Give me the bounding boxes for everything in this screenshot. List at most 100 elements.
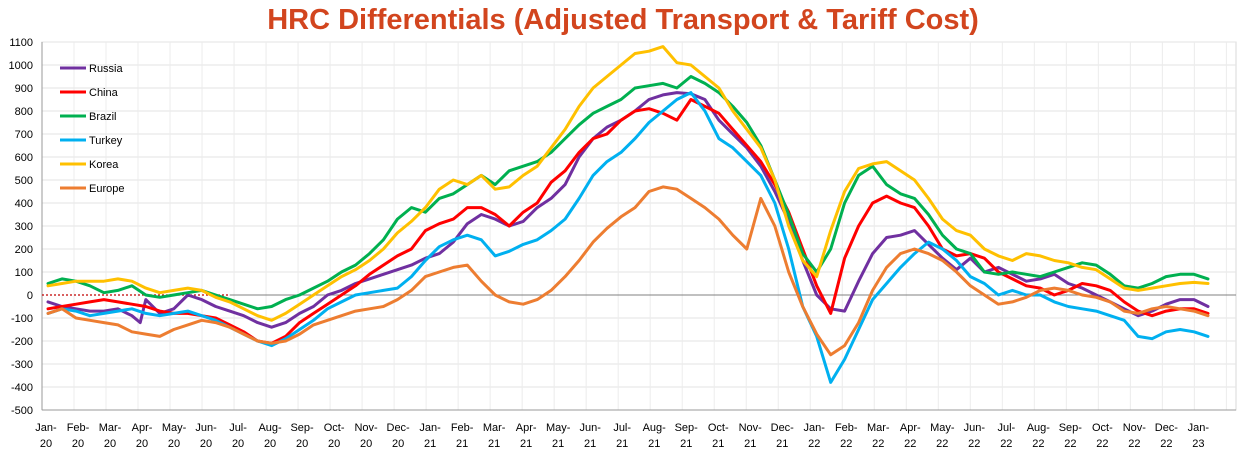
x-tick-label-month: Oct- (708, 422, 729, 434)
x-tick-label-month: Sep- (290, 422, 314, 434)
series-line-korea (46, 45, 1210, 322)
x-tick-label-year: 21 (744, 438, 756, 450)
y-tick-label: 1000 (9, 60, 33, 72)
x-tick-label-year: 20 (136, 438, 148, 450)
x-tick-label-year: 20 (200, 438, 212, 450)
x-tick-label-year: 21 (616, 438, 628, 450)
x-tick-label-year: 22 (1128, 438, 1140, 450)
x-tick-label-month: Jan- (419, 422, 441, 434)
x-tick-label-month: Oct- (324, 422, 345, 434)
x-tick-label-year: 22 (936, 438, 948, 450)
x-tick-label-year: 21 (584, 438, 596, 450)
chart-title: HRC Differentials (Adjusted Transport & … (267, 4, 979, 36)
x-tick-label-year: 22 (1064, 438, 1076, 450)
x-tick-label-month: Dec- (1155, 422, 1179, 434)
y-tick-label: 400 (15, 198, 33, 210)
x-tick-label-month: Dec- (771, 422, 795, 434)
x-tick-label-year: 21 (712, 438, 724, 450)
y-tick-label: 1100 (9, 37, 33, 49)
y-tick-label: 600 (15, 152, 33, 164)
y-tick-label: -100 (11, 313, 33, 325)
x-tick-label-month: Jan- (1188, 422, 1210, 434)
x-tick-label-year: 20 (264, 438, 276, 450)
x-tick-label-month: Feb- (835, 422, 858, 434)
legend-label-korea: Korea (89, 159, 119, 171)
y-tick-label: 500 (15, 175, 33, 187)
x-tick-label-month: Nov- (354, 422, 378, 434)
x-tick-label-month: Jul- (997, 422, 1015, 434)
x-tick-label-month: Apr- (900, 422, 921, 434)
legend: Russia China Brazil Turkey Korea Europe (60, 63, 124, 195)
x-tick-label-month: Mar- (867, 422, 890, 434)
x-tick-label-month: May- (162, 422, 187, 434)
x-tick-label-year: 22 (1032, 438, 1044, 450)
x-tick-label-year: 21 (648, 438, 660, 450)
x-tick-label-year: 20 (392, 438, 404, 450)
x-tick-label-year: 21 (488, 438, 500, 450)
x-tick-label-year: 21 (520, 438, 532, 450)
x-tick-label-month: Jan- (804, 422, 826, 434)
x-tick-label-month: May- (546, 422, 571, 434)
x-tick-label-month: Feb- (451, 422, 474, 434)
x-tick-label-year: 21 (680, 438, 692, 450)
x-tick-label-month: Jun- (964, 422, 986, 434)
x-tick-label-month: Aug- (1027, 422, 1051, 434)
x-tick-label-year: 22 (1096, 438, 1108, 450)
x-tick-label-year: 20 (296, 438, 308, 450)
x-tick-label-month: Apr- (132, 422, 153, 434)
x-tick-label-month: Mar- (483, 422, 506, 434)
x-tick-label-month: Jul- (229, 422, 247, 434)
y-tick-label: -300 (11, 359, 33, 371)
y-tick-label: 100 (15, 267, 33, 279)
x-tick-label-month: Feb- (67, 422, 90, 434)
x-tick-label-year: 21 (776, 438, 788, 450)
x-tick-label-month: Aug- (258, 422, 282, 434)
x-tick-label-month: Sep- (1059, 422, 1083, 434)
x-tick-label-year: 20 (168, 438, 180, 450)
x-tick-label-year: 22 (872, 438, 884, 450)
x-tick-label-year: 21 (552, 438, 564, 450)
legend-label-russia: Russia (89, 63, 124, 75)
y-tick-label: 0 (27, 290, 33, 302)
y-tick-label: 300 (15, 221, 33, 233)
y-tick-label: 900 (15, 83, 33, 95)
x-tick-label-month: Aug- (643, 422, 667, 434)
series-lines (46, 45, 1210, 384)
series-line-europe (46, 185, 1210, 357)
y-tick-label: -500 (11, 405, 33, 417)
x-tick-label-month: Apr- (516, 422, 537, 434)
y-tick-label: -200 (11, 336, 33, 348)
x-tick-label-year: 20 (232, 438, 244, 450)
x-tick-label-year: 22 (968, 438, 980, 450)
x-tick-label-month: Jul- (613, 422, 631, 434)
legend-label-europe: Europe (89, 183, 124, 195)
x-tick-label-year: 21 (456, 438, 468, 450)
y-tick-label: 200 (15, 244, 33, 256)
x-tick-label-month: Sep- (675, 422, 699, 434)
axes: -500 -400 -300 -200 -100 0 100 200 300 400 500 600 7… (9, 37, 1236, 450)
x-tick-label-year: 22 (840, 438, 852, 450)
x-tick-label-month: Jun- (195, 422, 217, 434)
y-tick-label: 700 (15, 129, 33, 141)
series-line-brazil (46, 75, 1210, 311)
x-tick-label-year: 22 (808, 438, 820, 450)
x-tick-label-year: 20 (360, 438, 372, 450)
x-tick-label-month: Jan- (35, 422, 57, 434)
x-tick-label-month: Nov- (739, 422, 763, 434)
x-tick-label-month: Dec- (387, 422, 411, 434)
x-tick-label-year: 22 (1000, 438, 1012, 450)
y-tick-label: 800 (15, 106, 33, 118)
legend-label-turkey: Turkey (89, 135, 123, 147)
y-tick-label: -400 (11, 382, 33, 394)
series-line-china (46, 98, 1210, 345)
x-tick-label-month: Nov- (1123, 422, 1147, 434)
x-tick-label-year: 20 (328, 438, 340, 450)
legend-label-china: China (89, 87, 119, 99)
x-tick-label-month: May- (930, 422, 955, 434)
x-tick-label-year: 22 (904, 438, 916, 450)
x-tick-label-year: 23 (1192, 438, 1204, 450)
x-tick-label-year: 20 (104, 438, 116, 450)
x-tick-label-month: Mar- (99, 422, 122, 434)
